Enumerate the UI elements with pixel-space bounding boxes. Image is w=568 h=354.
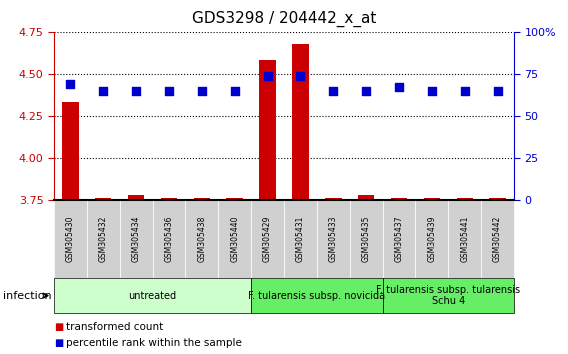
Text: ■: ■ — [54, 322, 63, 332]
Text: GSM305431: GSM305431 — [296, 216, 305, 262]
Text: GSM305438: GSM305438 — [197, 216, 206, 262]
Text: GSM305436: GSM305436 — [165, 216, 173, 262]
Point — [427, 88, 436, 93]
Bar — [325, 198, 341, 354]
Bar — [358, 195, 374, 354]
Bar — [391, 198, 407, 354]
Bar — [260, 61, 276, 354]
Bar — [457, 198, 473, 354]
Text: GSM305439: GSM305439 — [427, 216, 436, 262]
Bar — [194, 198, 210, 354]
Text: GSM305430: GSM305430 — [66, 216, 75, 262]
Point — [99, 88, 108, 93]
Text: transformed count: transformed count — [66, 322, 164, 332]
Bar — [95, 198, 111, 354]
Bar — [424, 198, 440, 354]
Text: GSM305435: GSM305435 — [362, 216, 371, 262]
Text: GSM305437: GSM305437 — [395, 216, 403, 262]
Point — [230, 88, 239, 93]
Text: GDS3298 / 204442_x_at: GDS3298 / 204442_x_at — [192, 11, 376, 27]
Text: F. tularensis subsp. tularensis
Schu 4: F. tularensis subsp. tularensis Schu 4 — [376, 285, 520, 307]
Point — [263, 73, 272, 79]
Point — [66, 81, 75, 87]
Text: untreated: untreated — [128, 291, 177, 301]
Text: GSM305433: GSM305433 — [329, 216, 338, 262]
Text: infection: infection — [3, 291, 52, 301]
Text: percentile rank within the sample: percentile rank within the sample — [66, 338, 243, 348]
Bar — [62, 102, 78, 354]
Text: GSM305442: GSM305442 — [493, 216, 502, 262]
Bar — [161, 198, 177, 354]
Bar — [128, 195, 144, 354]
Point — [296, 73, 305, 79]
Point — [197, 88, 206, 93]
Bar — [292, 44, 308, 354]
Bar — [490, 198, 506, 354]
Text: GSM305440: GSM305440 — [230, 216, 239, 262]
Text: GSM305429: GSM305429 — [263, 216, 272, 262]
Point — [132, 88, 141, 93]
Point — [165, 88, 174, 93]
Point — [362, 88, 371, 93]
Text: ■: ■ — [54, 338, 63, 348]
Point — [460, 88, 469, 93]
Text: GSM305432: GSM305432 — [99, 216, 108, 262]
Bar — [227, 198, 243, 354]
Point — [329, 88, 338, 93]
Text: GSM305441: GSM305441 — [460, 216, 469, 262]
Text: F. tularensis subsp. novicida: F. tularensis subsp. novicida — [248, 291, 386, 301]
Point — [493, 88, 502, 93]
Point — [394, 85, 403, 90]
Text: GSM305434: GSM305434 — [132, 216, 141, 262]
